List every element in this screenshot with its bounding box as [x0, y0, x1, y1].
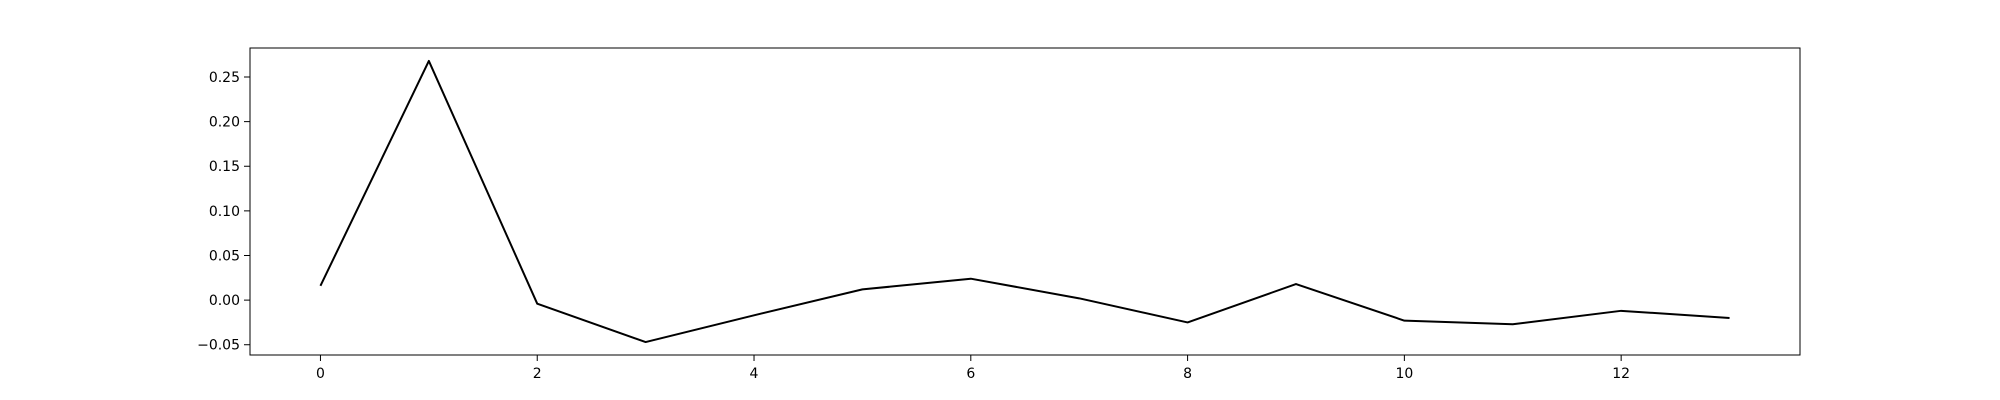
y-axis-ticks: −0.05 0.00 0.05 0.10 0.15 0.20 0.25 — [197, 70, 250, 354]
y-tick-label: 0.15 — [209, 159, 240, 175]
y-tick-label: 0.20 — [209, 115, 240, 131]
y-tick-label: 0.10 — [209, 204, 240, 220]
x-tick-label: 10 — [1395, 366, 1413, 382]
x-axis-ticks: 0 2 4 6 8 10 12 — [316, 355, 1630, 382]
series-group — [319, 59, 1730, 344]
x-tick-label: 12 — [1612, 366, 1630, 382]
plot-area-frame — [249, 47, 1801, 356]
x-tick-label: 0 — [316, 366, 325, 382]
x-tick-label: 8 — [1183, 366, 1192, 382]
y-tick-label: −0.05 — [197, 338, 240, 354]
series-line — [319, 59, 1730, 344]
y-tick-label: 0.25 — [209, 70, 240, 86]
x-tick-label: 4 — [750, 366, 759, 382]
y-tick-label: 0.05 — [209, 248, 240, 264]
x-tick-label: 6 — [966, 366, 975, 382]
y-tick-label: 0.00 — [209, 293, 240, 309]
x-tick-label: 2 — [533, 366, 542, 382]
